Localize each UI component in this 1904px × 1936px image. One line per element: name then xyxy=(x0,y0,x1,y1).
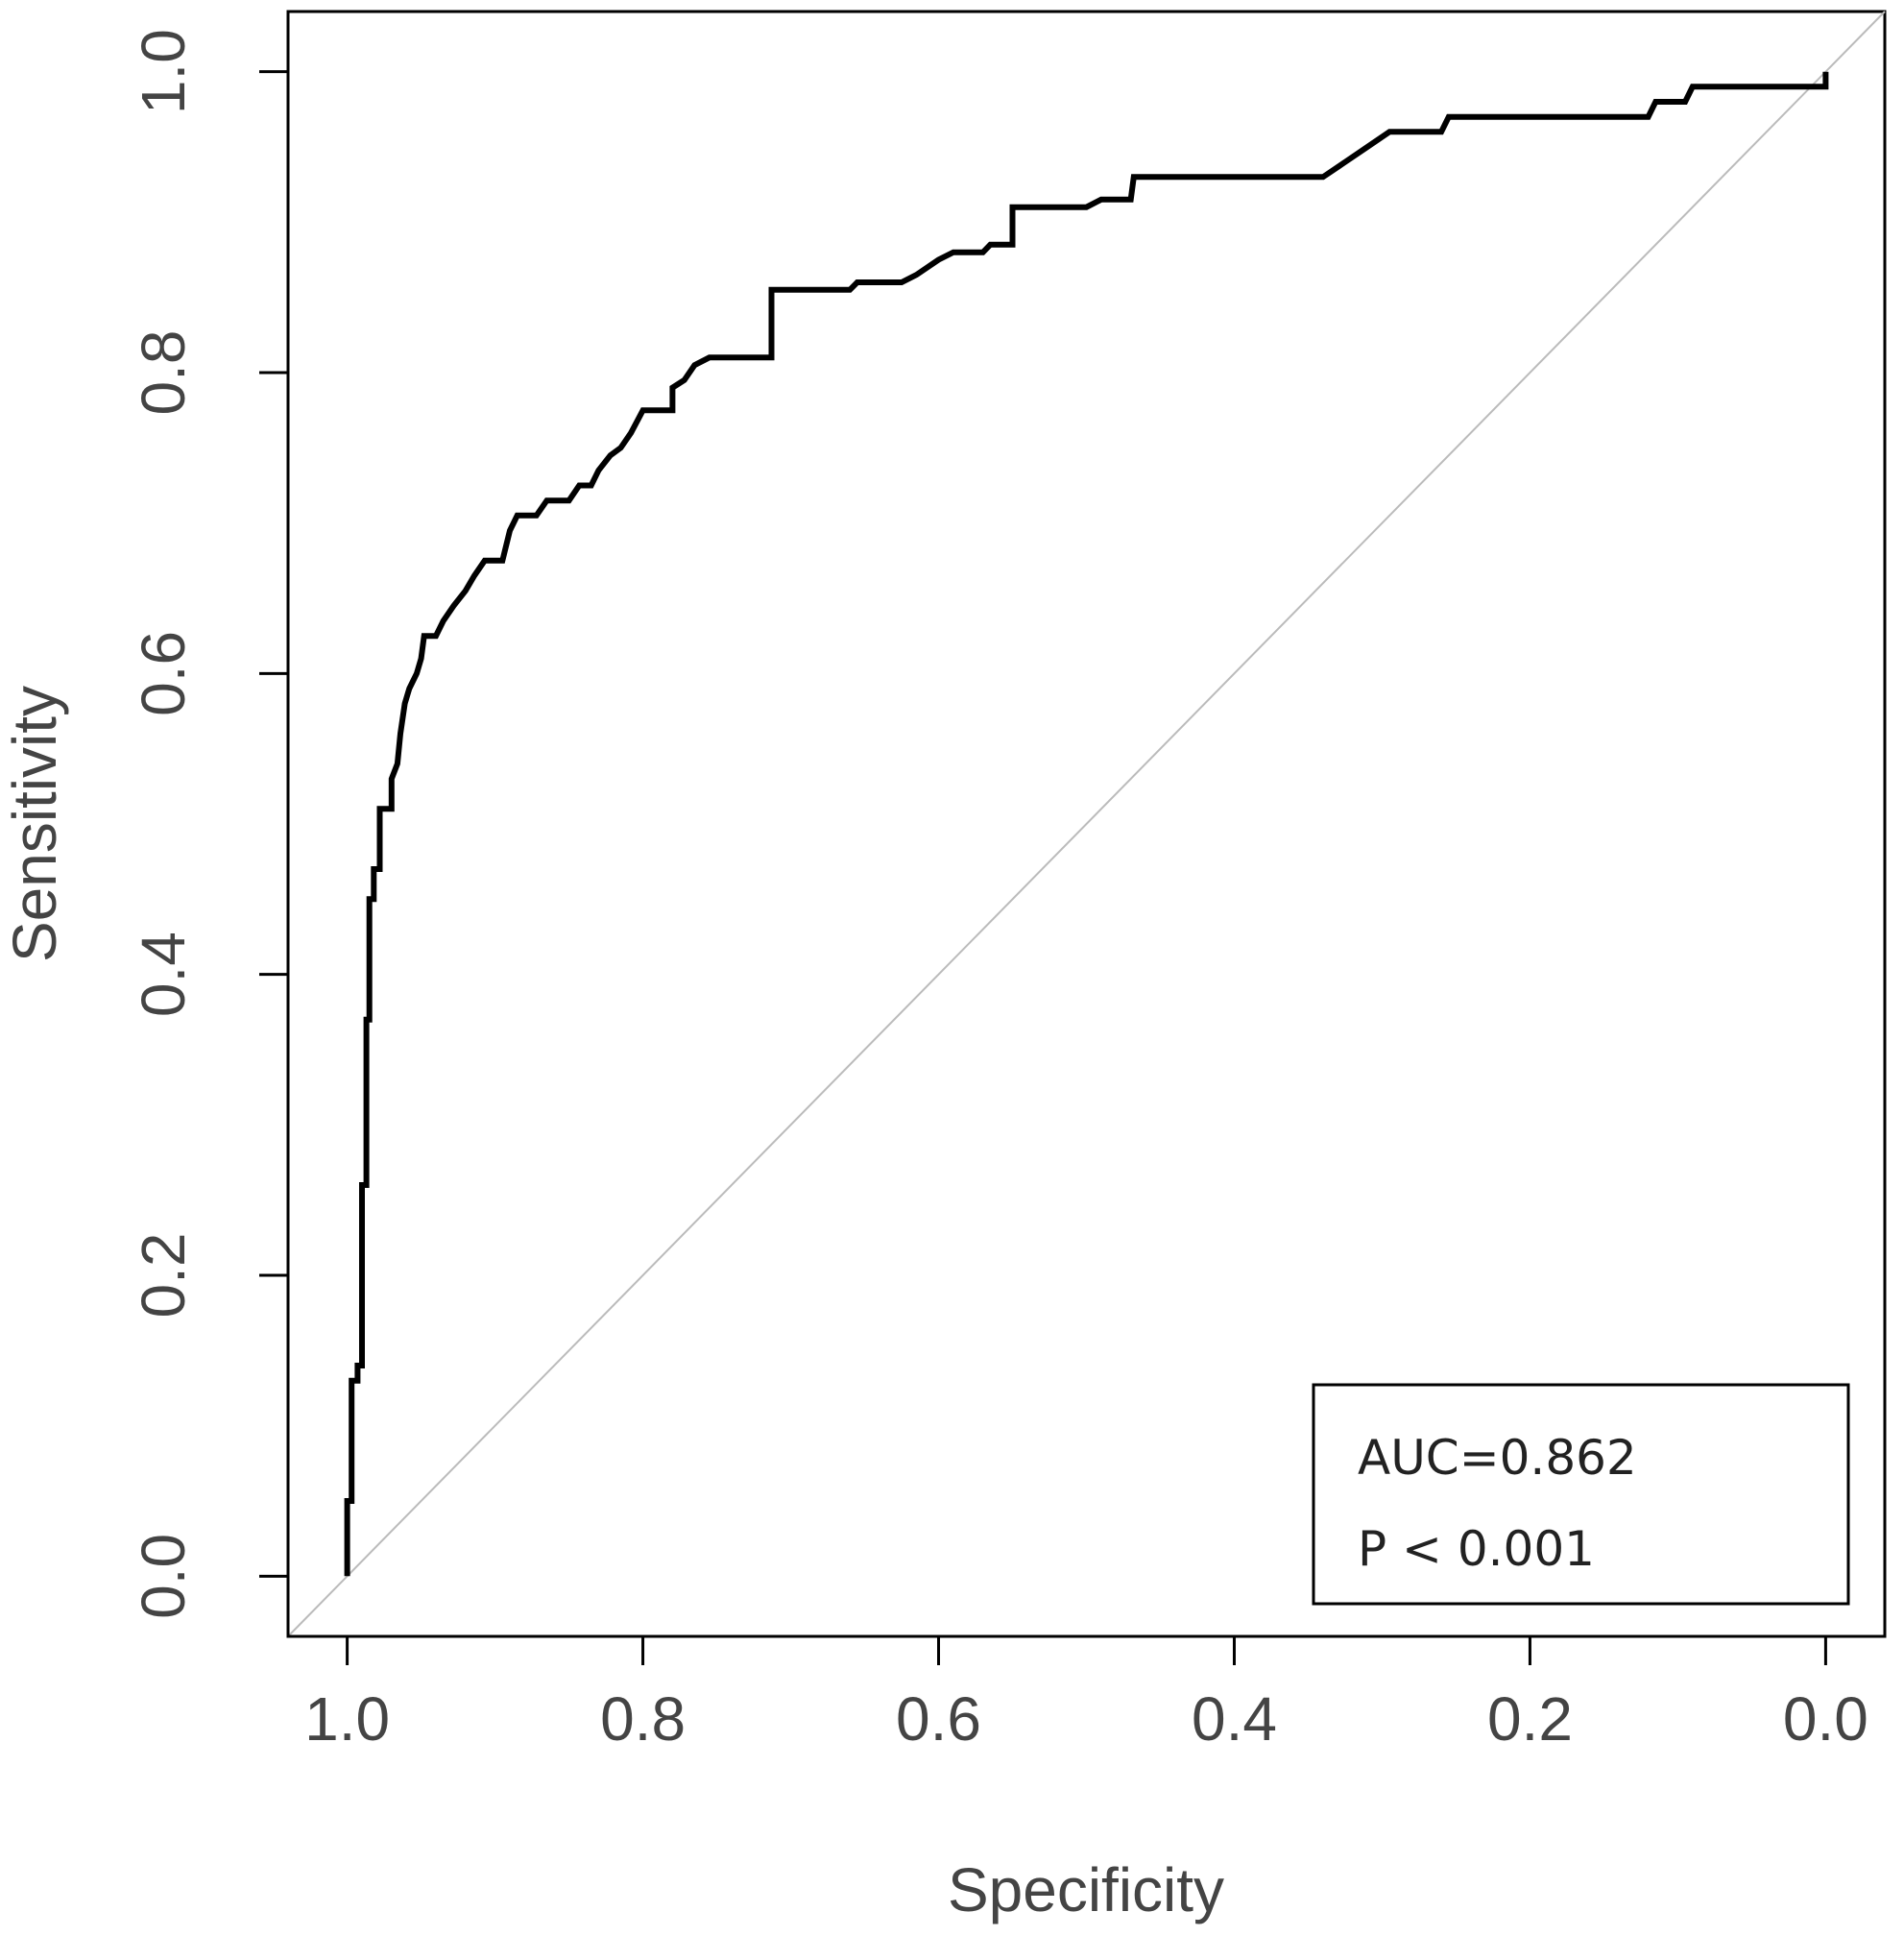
roc-curve-line xyxy=(344,71,1829,1577)
y-tick-label: 0.8 xyxy=(129,330,198,416)
x-tick-label: 0.6 xyxy=(896,1684,981,1754)
y-tick-label: 0.0 xyxy=(129,1534,198,1619)
y-tick-label: 0.4 xyxy=(129,932,198,1017)
reference-diagonal-line xyxy=(287,11,1886,1637)
legend-box: AUC=0.862 P < 0.001 xyxy=(1312,1383,1850,1606)
y-tick-label: 0.6 xyxy=(129,631,198,716)
legend-p-value-text: P < 0.001 xyxy=(1358,1521,1595,1577)
x-tick-label: 0.0 xyxy=(1783,1684,1868,1754)
x-axis-ticks: 1.0 0.8 0.6 0.4 0.2 0.0 xyxy=(304,1636,1868,1754)
x-tick-label: 0.8 xyxy=(600,1684,686,1754)
y-tick-label: 1.0 xyxy=(129,29,198,114)
y-tick-label: 0.2 xyxy=(129,1233,198,1319)
x-tick-label: 0.4 xyxy=(1192,1684,1277,1754)
legend-frame xyxy=(1312,1383,1850,1606)
x-axis-title: Specificity xyxy=(948,1855,1224,1924)
y-axis-ticks: 0.0 0.2 0.4 0.6 0.8 1.0 xyxy=(129,29,288,1619)
x-tick-label: 1.0 xyxy=(304,1684,390,1754)
legend-auc-text: AUC=0.862 xyxy=(1358,1430,1637,1486)
x-tick-label: 0.2 xyxy=(1487,1684,1573,1754)
y-axis-title: Sensitivity xyxy=(0,686,69,962)
